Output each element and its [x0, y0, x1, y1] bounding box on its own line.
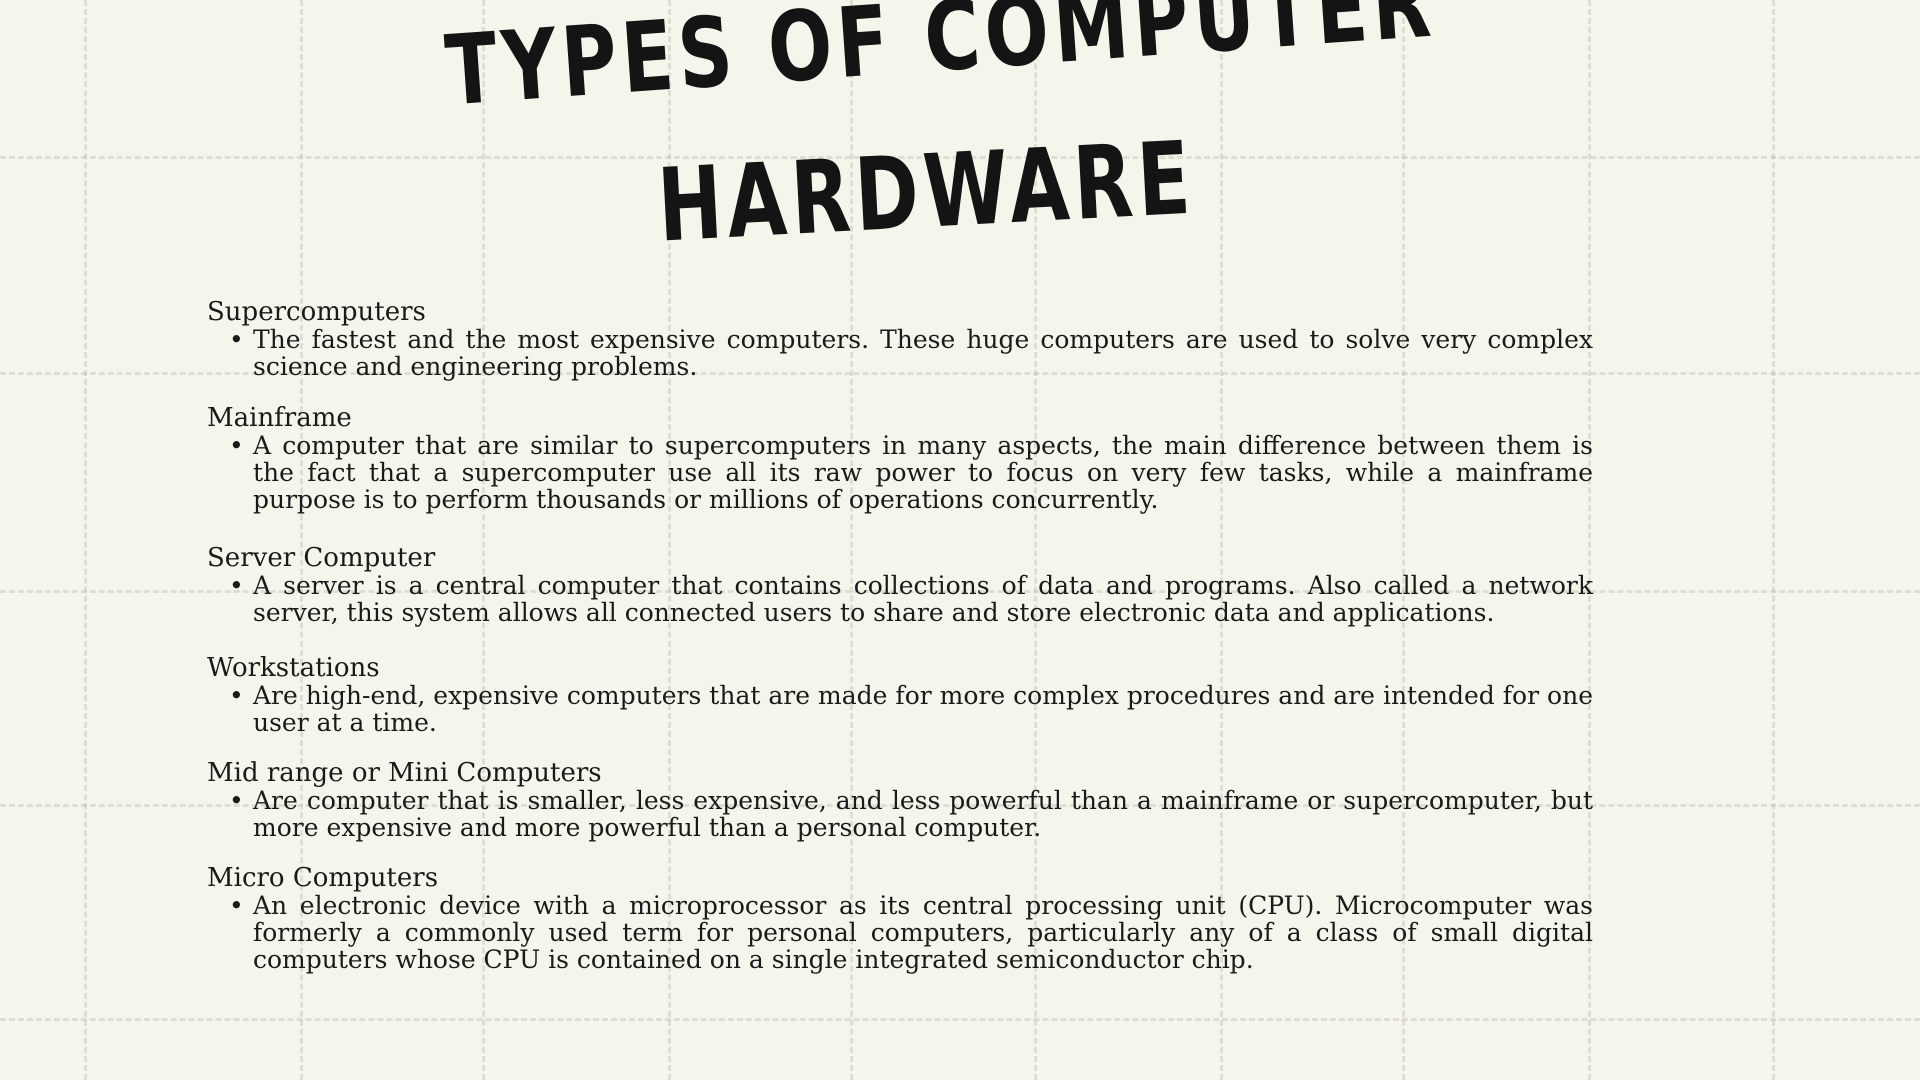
- grid-line: [0, 156, 1920, 159]
- bullet-item: Are computer that is smaller, less expen…: [229, 787, 1593, 841]
- grid-line: [1034, 0, 1037, 1080]
- bullet-list: A computer that are similar to supercomp…: [207, 432, 1593, 513]
- grid-line: [668, 0, 671, 1080]
- bullet-list: An electronic device with a microprocess…: [207, 892, 1593, 973]
- grid-line: [482, 0, 485, 1080]
- section-heading: Mainframe: [207, 403, 352, 433]
- bullet-list: The fastest and the most expensive compu…: [207, 326, 1593, 380]
- section-micro-computers: Micro Computers An electronic device wit…: [207, 864, 1593, 973]
- section-heading: Supercomputers: [207, 297, 426, 327]
- bullet-list: Are high-end, expensive computers that a…: [207, 682, 1593, 736]
- bullet-item: A server is a central computer that cont…: [229, 572, 1593, 626]
- grid-line: [850, 0, 853, 1080]
- section-server-computer: Server Computer A server is a central co…: [207, 544, 1593, 654]
- section-heading: Server Computer: [207, 543, 436, 573]
- grid-line: [1402, 0, 1405, 1080]
- grid-line: [84, 0, 87, 1080]
- grid-line: [300, 0, 303, 1080]
- section-heading: Micro Computers: [207, 863, 439, 893]
- bullet-list: Are computer that is smaller, less expen…: [207, 787, 1593, 841]
- bullet-item: Are high-end, expensive computers that a…: [229, 682, 1593, 736]
- grid-line: [1588, 0, 1591, 1080]
- document-body: Supercomputers The fastest and the most …: [207, 298, 1593, 973]
- bullet-item: The fastest and the most expensive compu…: [229, 326, 1593, 380]
- grid-line: [1772, 0, 1775, 1080]
- bullet-item: An electronic device with a microprocess…: [229, 892, 1593, 973]
- section-mid-range-computers: Mid range or Mini Computers Are computer…: [207, 759, 1593, 864]
- section-mainframe: Mainframe A computer that are similar to…: [207, 404, 1593, 544]
- section-workstations: Workstations Are high-end, expensive com…: [207, 654, 1593, 759]
- bullet-item: A computer that are similar to supercomp…: [229, 432, 1593, 513]
- section-heading: Mid range or Mini Computers: [207, 758, 602, 788]
- bullet-list: A server is a central computer that cont…: [207, 572, 1593, 626]
- section-supercomputers: Supercomputers The fastest and the most …: [207, 298, 1593, 404]
- grid-line: [1220, 0, 1223, 1080]
- grid-line: [0, 1018, 1920, 1021]
- section-heading: Workstations: [207, 653, 380, 683]
